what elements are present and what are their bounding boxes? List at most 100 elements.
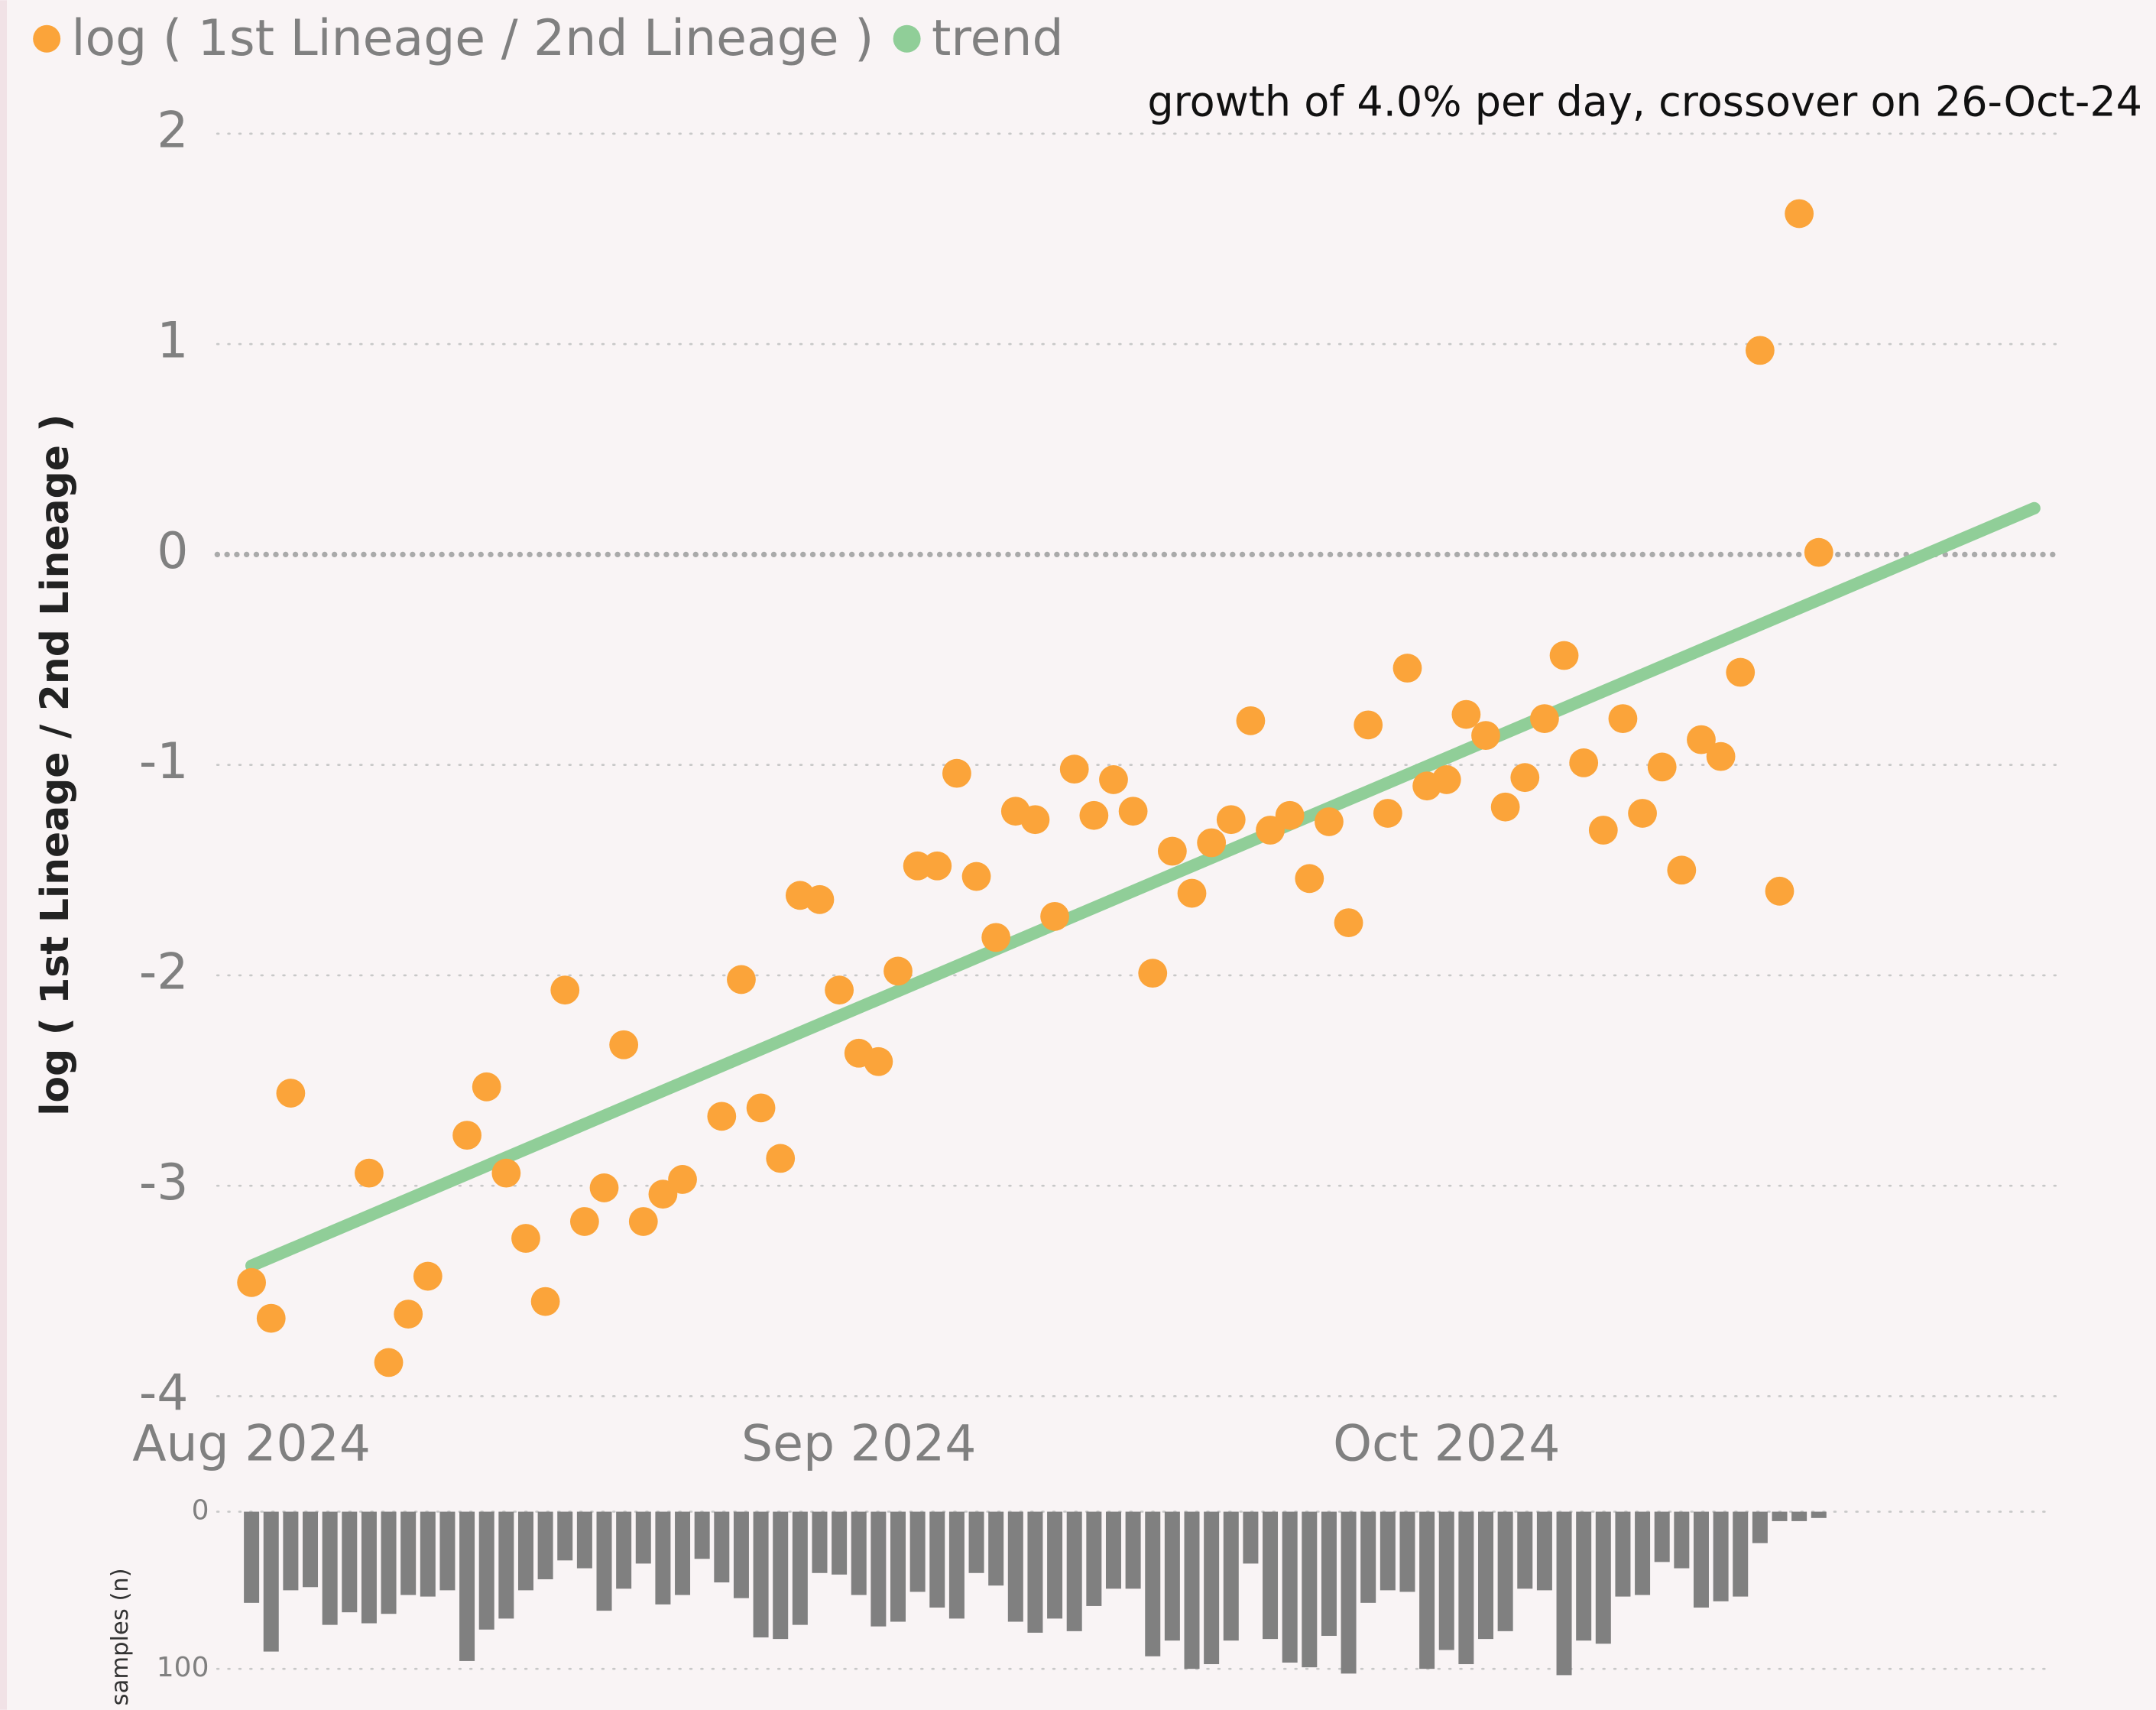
y-tick-label: -3 bbox=[139, 1154, 189, 1212]
point bbox=[1431, 765, 1461, 794]
point bbox=[237, 1267, 267, 1297]
legend-swatch bbox=[33, 24, 61, 53]
bar bbox=[1066, 1511, 1082, 1631]
bar bbox=[929, 1511, 945, 1608]
x-tick-label: Oct 2024 bbox=[1333, 1416, 1560, 1473]
point bbox=[394, 1300, 423, 1329]
bar bbox=[1047, 1511, 1063, 1619]
bar bbox=[498, 1511, 514, 1619]
bar bbox=[1595, 1511, 1611, 1644]
point bbox=[1059, 754, 1089, 784]
point bbox=[766, 1144, 796, 1173]
bar bbox=[361, 1511, 377, 1624]
point bbox=[628, 1207, 658, 1236]
point bbox=[491, 1158, 521, 1188]
bar bbox=[1302, 1511, 1318, 1668]
bar bbox=[675, 1511, 691, 1595]
bar bbox=[948, 1511, 965, 1619]
bar bbox=[714, 1511, 730, 1583]
point bbox=[1785, 199, 1814, 229]
bar bbox=[381, 1511, 397, 1614]
point bbox=[707, 1102, 737, 1131]
point bbox=[569, 1207, 599, 1236]
point bbox=[1628, 799, 1657, 828]
point bbox=[922, 851, 952, 881]
point bbox=[1667, 855, 1697, 885]
bar bbox=[537, 1511, 553, 1579]
bar bbox=[283, 1511, 299, 1591]
point bbox=[1569, 748, 1599, 777]
bar bbox=[773, 1511, 789, 1640]
point bbox=[1804, 537, 1833, 567]
bar bbox=[1654, 1511, 1670, 1562]
point bbox=[1334, 908, 1363, 937]
point bbox=[1079, 800, 1109, 830]
point bbox=[1138, 959, 1168, 988]
bar bbox=[1223, 1511, 1239, 1641]
point bbox=[1530, 704, 1559, 733]
bar bbox=[812, 1511, 828, 1573]
point bbox=[609, 1030, 639, 1059]
bar bbox=[1145, 1511, 1161, 1656]
point bbox=[1040, 901, 1069, 931]
bar bbox=[1027, 1511, 1043, 1633]
bar bbox=[832, 1511, 848, 1575]
bar bbox=[635, 1511, 651, 1564]
point bbox=[276, 1079, 306, 1108]
point bbox=[746, 1093, 776, 1123]
bar bbox=[596, 1511, 612, 1611]
point bbox=[942, 758, 971, 788]
point bbox=[864, 1046, 893, 1076]
point bbox=[1687, 725, 1716, 754]
x-tick-label: Aug 2024 bbox=[132, 1416, 371, 1473]
point bbox=[1020, 805, 1050, 835]
point bbox=[1706, 741, 1736, 771]
bar bbox=[753, 1511, 769, 1638]
bar bbox=[1458, 1511, 1474, 1665]
point bbox=[374, 1348, 404, 1377]
bar bbox=[1125, 1511, 1141, 1589]
bar bbox=[1811, 1511, 1827, 1518]
bar bbox=[1772, 1511, 1788, 1521]
point bbox=[1315, 807, 1344, 836]
point bbox=[550, 975, 580, 1005]
bar bbox=[1204, 1511, 1220, 1665]
bar bbox=[694, 1511, 710, 1559]
bar bbox=[890, 1511, 906, 1622]
y-tick-label: 2 bbox=[157, 102, 188, 159]
bar bbox=[1321, 1511, 1337, 1637]
bar bbox=[1713, 1511, 1729, 1601]
point bbox=[1490, 792, 1520, 822]
bar bbox=[1733, 1511, 1749, 1597]
bar bbox=[1164, 1511, 1180, 1641]
bar bbox=[616, 1511, 632, 1589]
bar bbox=[420, 1511, 436, 1597]
bar bbox=[1438, 1511, 1454, 1650]
bar bbox=[1517, 1511, 1533, 1589]
point bbox=[511, 1224, 540, 1253]
bar bbox=[1693, 1511, 1709, 1608]
bar bbox=[557, 1511, 573, 1561]
bar bbox=[792, 1511, 808, 1625]
y-tick-label: 1 bbox=[157, 313, 188, 370]
bar bbox=[1576, 1511, 1592, 1641]
point bbox=[825, 975, 854, 1005]
point bbox=[589, 1173, 619, 1202]
bar bbox=[322, 1511, 338, 1625]
point bbox=[1157, 836, 1187, 866]
point bbox=[1354, 710, 1383, 740]
bar bbox=[342, 1511, 358, 1613]
point bbox=[1236, 706, 1266, 735]
y-tick-label: 0 bbox=[157, 523, 188, 580]
point bbox=[1295, 864, 1324, 894]
point bbox=[1510, 763, 1540, 793]
trend-line bbox=[245, 501, 2041, 1272]
point bbox=[1392, 654, 1422, 683]
bar bbox=[439, 1511, 456, 1591]
legend-swatch bbox=[893, 24, 921, 53]
bar bbox=[1360, 1511, 1376, 1603]
point bbox=[1099, 765, 1128, 794]
bar-y-tick-label: 0 bbox=[192, 1495, 209, 1527]
y-tick-label: -4 bbox=[139, 1364, 189, 1422]
